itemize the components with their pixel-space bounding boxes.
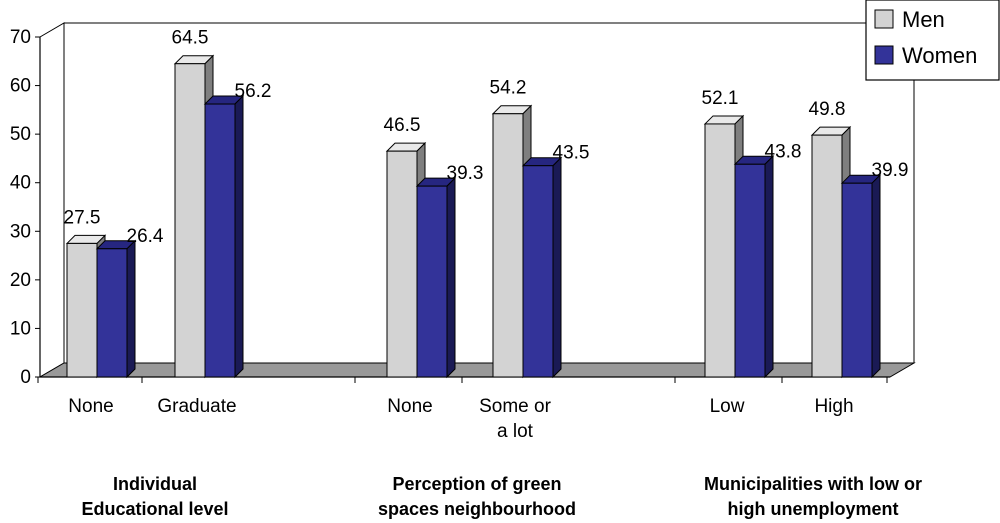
legend: Men Women <box>865 0 1000 81</box>
labels: 0 10 20 30 40 50 60 70 27.5 26.4 64.5 56.2 46.5 39.3 5… <box>10 27 922 519</box>
y-tick-label: 0 <box>20 367 31 388</box>
y-tick-label: 10 <box>10 318 31 339</box>
axes <box>35 22 916 383</box>
data-label-men: 52.1 <box>702 88 739 109</box>
bar-women <box>522 165 554 378</box>
data-label-men: 27.5 <box>64 207 101 228</box>
bar-women-side <box>126 239 136 379</box>
data-label-men: 49.8 <box>809 99 846 120</box>
bar-women-side <box>234 94 244 379</box>
data-label-women: 39.9 <box>872 160 909 181</box>
category-label: Some or <box>479 396 551 417</box>
data-label-men: 54.2 <box>490 78 527 99</box>
data-label-women: 56.2 <box>235 81 272 102</box>
data-label-men: 46.5 <box>384 115 421 136</box>
data-label-women: 39.3 <box>447 163 484 184</box>
y-tick-label: 20 <box>10 270 31 291</box>
bar-women-side <box>552 156 562 379</box>
group-label: Individual <box>113 474 197 494</box>
bar-men <box>386 150 418 378</box>
group-label: Municipalities with low or <box>704 474 922 494</box>
bar-women <box>841 182 873 378</box>
y-tick-label: 40 <box>10 173 31 194</box>
data-label-women: 43.5 <box>553 143 590 164</box>
bar-women-side <box>446 176 456 379</box>
category-label: Graduate <box>157 396 236 417</box>
category-label: High <box>814 396 853 417</box>
group-label: Perception of green <box>392 474 561 494</box>
floor <box>38 362 916 378</box>
legend-swatch-men <box>874 9 894 29</box>
data-label-women: 26.4 <box>127 226 164 247</box>
bar-women <box>204 103 236 378</box>
legend-label: Women <box>902 43 977 68</box>
bar-men <box>492 113 524 378</box>
group-label: high unemployment <box>728 499 899 519</box>
data-label-men: 64.5 <box>172 28 209 49</box>
bar-men <box>66 242 98 378</box>
bar-men <box>811 134 843 378</box>
bar-women-side <box>764 155 774 379</box>
bar-women <box>96 248 128 378</box>
group-label: spaces neighbourhood <box>378 499 576 519</box>
bar-men <box>704 123 736 378</box>
bar-women-side <box>871 173 881 379</box>
legend-swatch-women <box>874 45 894 65</box>
category-label: None <box>387 396 432 417</box>
bar-men <box>174 63 206 378</box>
bar-women <box>734 163 766 378</box>
data-label-women: 43.8 <box>765 141 802 162</box>
category-label: None <box>68 396 113 417</box>
y-tick-label: 60 <box>10 76 31 97</box>
group-label: Educational level <box>81 499 228 519</box>
y-tick-label: 70 <box>10 27 31 48</box>
category-label: a lot <box>497 421 534 442</box>
y-tick-label: 30 <box>10 221 31 242</box>
legend-label: Men <box>902 7 945 32</box>
category-label: Low <box>710 396 745 417</box>
bar-women <box>416 185 448 378</box>
side-wall <box>39 22 65 378</box>
bars <box>65 54 882 379</box>
y-tick-label: 50 <box>10 124 31 145</box>
